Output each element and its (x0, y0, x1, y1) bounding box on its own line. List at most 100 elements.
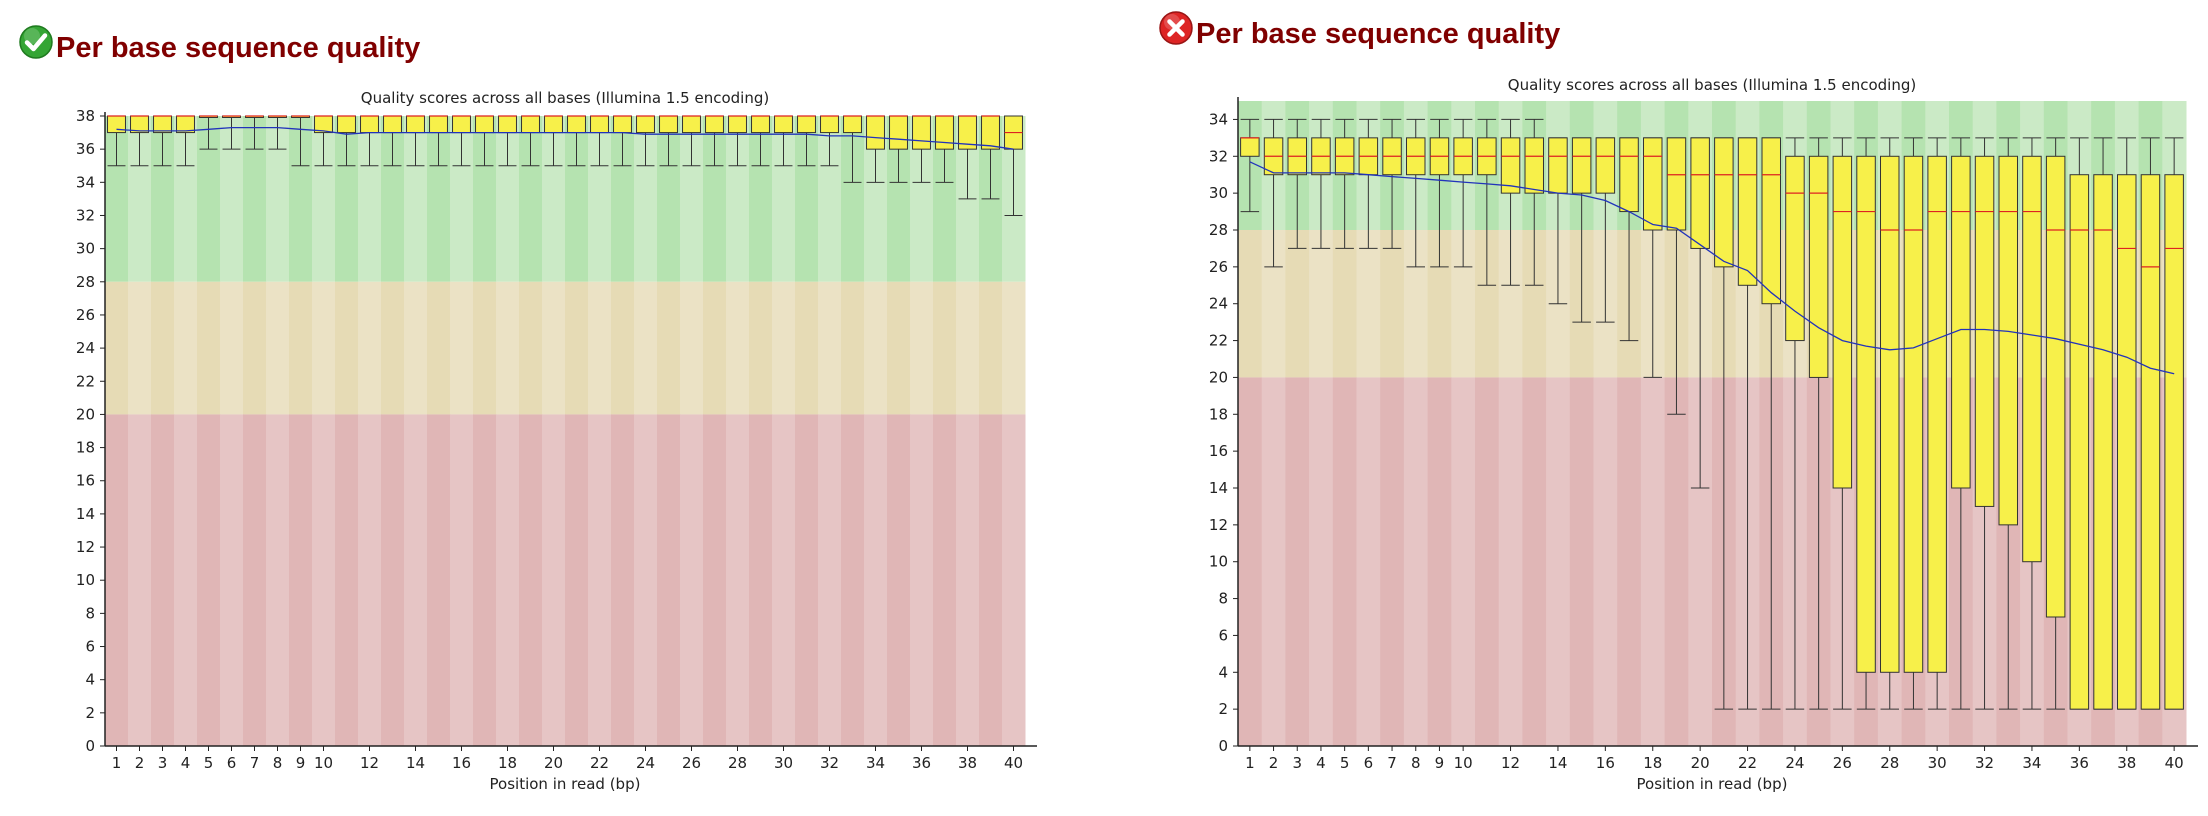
box-base-20 (1690, 137, 1710, 489)
iqr-box (383, 115, 402, 134)
zone-poor-stripe (841, 414, 865, 746)
zone-poor-stripe (703, 414, 727, 746)
zone-reasonable-stripe (979, 281, 1003, 415)
zone-reasonable-stripe (611, 281, 635, 415)
x-tick-label: 6 (1364, 754, 1374, 772)
box-base-13 (1524, 118, 1544, 286)
box-base-12 (360, 115, 379, 167)
zone-reasonable-stripe (588, 281, 612, 415)
zone-reasonable-stripe (772, 281, 796, 415)
y-tick-label: 2 (85, 704, 95, 722)
zone-reasonable-stripe (887, 281, 911, 415)
x-tick-label: 16 (452, 754, 471, 772)
x-tick-label: 18 (498, 754, 517, 772)
box-base-39 (981, 115, 1000, 200)
box-base-10 (1453, 118, 1473, 268)
zone-reasonable-stripe (1380, 230, 1405, 378)
box-base-31 (797, 115, 816, 167)
iqr-box (705, 115, 724, 134)
zone-poor-stripe (680, 414, 704, 746)
box-base-30 (1927, 137, 1947, 710)
zone-good-stripe (335, 116, 359, 282)
iqr-box (2093, 174, 2113, 710)
x-tick-label: 8 (1411, 754, 1421, 772)
iqr-box (1998, 155, 2018, 526)
x-tick-label: 9 (1435, 754, 1445, 772)
y-tick-label: 4 (85, 671, 95, 689)
iqr-box (751, 115, 770, 134)
iqr-box (498, 115, 517, 134)
x-tick-label: 7 (1387, 754, 1397, 772)
y-tick-label: 32 (76, 206, 95, 224)
zone-good-stripe (772, 116, 796, 282)
x-tick-label: 14 (1548, 754, 1567, 772)
zone-good-stripe (151, 116, 175, 282)
zone-good-stripe (404, 116, 428, 282)
y-tick-label: 2 (1218, 700, 1228, 718)
box-base-39 (2140, 137, 2161, 710)
mean-line (1249, 161, 2175, 375)
x-tick-label: 22 (1738, 754, 1757, 772)
right-panel: Per base sequence quality Quality scores… (1104, 0, 2208, 816)
y-tick-label: 24 (76, 339, 95, 357)
zone-good-stripe (381, 116, 405, 282)
zone-poor-stripe (1261, 377, 1286, 746)
box-base-35 (889, 115, 908, 183)
zone-poor-stripe (266, 414, 290, 746)
iqr-box (153, 115, 172, 134)
x-tick-label: 5 (1340, 754, 1350, 772)
zone-poor-stripe (1356, 377, 1381, 746)
box-base-19 (521, 115, 540, 167)
x-tick-label: 3 (158, 754, 168, 772)
box-base-35 (2045, 137, 2066, 710)
box-base-27 (705, 115, 724, 167)
iqr-box (1951, 155, 1971, 489)
zone-good-stripe (887, 116, 911, 282)
zone-reasonable-stripe (634, 281, 658, 415)
iqr-box (1666, 137, 1687, 231)
iqr-box (1761, 137, 1781, 305)
x-tick-label: 28 (1880, 754, 1899, 772)
zone-reasonable-stripe (680, 281, 704, 415)
box-base-6 (1358, 118, 1379, 249)
iqr-box (429, 115, 448, 134)
y-tick-label: 22 (76, 372, 95, 390)
x-axis-label: Position in read (bp) (490, 775, 641, 793)
box-base-17 (475, 115, 494, 167)
zone-poor-stripe (910, 414, 934, 746)
iqr-box (636, 115, 655, 134)
box-base-22 (1737, 137, 1758, 710)
box-base-34 (2022, 137, 2042, 710)
zone-reasonable-stripe (335, 281, 359, 415)
box-base-36 (2069, 137, 2090, 710)
chart-title: Quality scores across all bases (Illumin… (361, 89, 769, 107)
iqr-box (475, 115, 494, 134)
y-tick-label: 10 (1209, 553, 1228, 571)
mean-line (116, 126, 1014, 150)
quality-boxplot-chart: Quality scores across all bases (Illumin… (1209, 76, 2198, 793)
iqr-box (797, 115, 816, 134)
zone-good-stripe (703, 116, 727, 282)
x-tick-label: 28 (728, 754, 747, 772)
zone-good-stripe (565, 116, 589, 282)
zone-good-stripe (358, 116, 382, 282)
y-tick-label: 22 (1209, 332, 1228, 350)
iqr-box (544, 115, 563, 134)
x-tick-label: 8 (273, 754, 283, 772)
box-base-2 (1263, 118, 1284, 268)
x-tick-label: 4 (1316, 754, 1326, 772)
zone-reasonable-stripe (450, 281, 474, 415)
y-tick-label: 4 (1218, 663, 1228, 681)
zone-good-stripe (266, 116, 290, 282)
iqr-box (1524, 137, 1544, 194)
box-base-15 (429, 115, 448, 167)
x-tick-label: 2 (135, 754, 145, 772)
iqr-box (2164, 174, 2184, 710)
y-tick-label: 28 (1209, 221, 1228, 239)
iqr-box (1548, 137, 1568, 194)
y-tick-label: 12 (1209, 516, 1228, 534)
box-base-33 (843, 115, 862, 183)
zone-good-stripe (542, 116, 566, 282)
x-tick-label: 38 (2117, 754, 2136, 772)
box-base-1 (1240, 118, 1260, 213)
